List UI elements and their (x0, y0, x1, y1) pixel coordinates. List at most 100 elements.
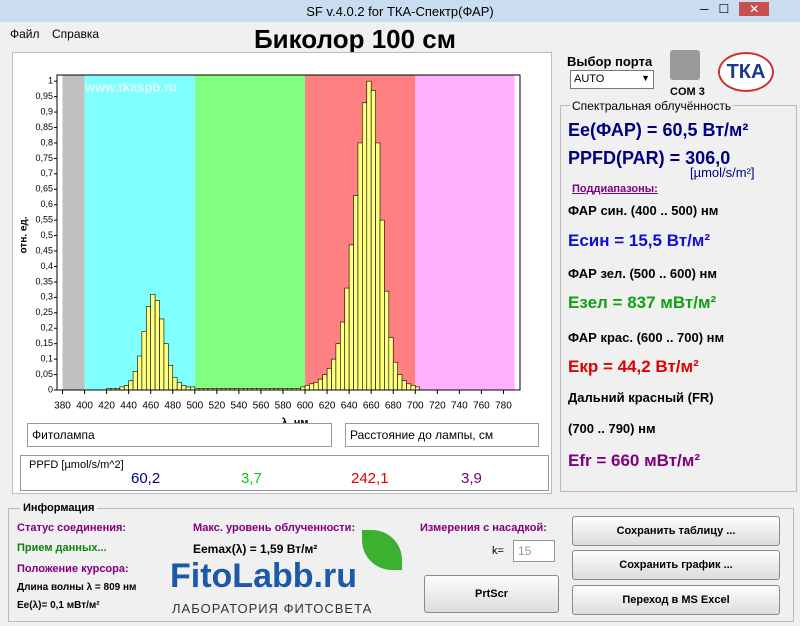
save-table-text: Сохранить таблицу ... (616, 525, 736, 537)
bar (392, 361, 398, 391)
bar (181, 385, 187, 391)
bar (128, 380, 134, 391)
irradiance-title: Спектральная облучённость (570, 99, 734, 113)
y-tick-label: 0,85 (35, 122, 53, 132)
bar (172, 377, 178, 391)
x-tick-label: 560 (253, 401, 270, 412)
x-tick-label: 660 (363, 401, 380, 412)
bar (137, 355, 143, 391)
bar (176, 381, 182, 391)
ppfd-unit: [µmol/s/m²] (690, 165, 755, 180)
ee-par: Ee(ФАР) = 60,5 Вт/м² (568, 120, 749, 140)
com-label: COM 3 (670, 86, 705, 98)
y-tick-label: 0,15 (35, 338, 53, 348)
distance-input[interactable]: Расстояние до лампы, см (345, 423, 539, 447)
x-tick-label: 480 (164, 401, 181, 412)
prtscr-button[interactable]: PrtScr (424, 575, 559, 613)
bar (401, 380, 407, 391)
chart: www.tkaspb.ru 0 0,05 0,1 0,15 0,2 0,25 0,3 0,35 0… (19, 74, 521, 429)
x-tick-label: 780 (495, 401, 512, 412)
y-tick-label: 1 (48, 76, 53, 86)
status: Прием данных... (17, 542, 107, 554)
x-tick-label: 500 (186, 401, 203, 412)
bar (375, 142, 381, 391)
menu-help[interactable]: Справка (52, 27, 100, 41)
ppfd-fr: 3,9 (461, 470, 482, 487)
y-tick-label: 0,6 (40, 199, 53, 209)
bar (141, 331, 147, 391)
logo-tagline: ЛАБОРАТОРИЯ ФИТОСВЕТА (172, 601, 373, 616)
max-value: Eemax(λ) = 1,59 Вт/м² (193, 542, 318, 556)
title-bar: SF v.4.0.2 for ТКА-Спектр(ФАР) ─ ☐ ✕ (0, 0, 800, 22)
status-label: Статус соединения: (17, 522, 127, 534)
y-tick-label: 0,45 (35, 245, 53, 255)
y-tick-label: 0,05 (35, 369, 53, 379)
y-axis-label: отн. ед. (19, 216, 30, 253)
blue-label: ФАР син. (400 .. 500) нм (568, 203, 719, 218)
y-tick-label: 0,55 (35, 215, 53, 225)
bar (406, 383, 412, 391)
bar (132, 371, 138, 391)
bar (410, 385, 416, 391)
bar (331, 358, 337, 391)
port-label: Выбор порта (567, 54, 653, 69)
ppfd-par: PPFD(PAR) = 306,0 (568, 148, 731, 168)
y-tick-label: 0,35 (35, 276, 53, 286)
spectral-band (84, 75, 195, 390)
bar (362, 102, 368, 391)
bar (168, 364, 174, 391)
save-table-button[interactable]: Сохранить таблицу ... (572, 516, 780, 546)
x-tick-label: 740 (451, 401, 468, 412)
y-tick-label: 0,2 (40, 323, 53, 333)
k-label: k= (492, 545, 504, 557)
bar (145, 306, 152, 391)
bar (357, 142, 363, 391)
x-tick-label: 620 (319, 401, 336, 412)
window-controls[interactable]: ─ ☐ ✕ (700, 2, 790, 20)
nozzle-label: Измерения с насадкой: (420, 522, 547, 534)
cursor-wavelength: Длина волны λ = 809 нм (17, 582, 137, 593)
x-tick-label: 580 (275, 401, 292, 412)
bar (159, 318, 165, 391)
y-tick-label: 0,75 (35, 153, 53, 163)
bar (317, 378, 323, 391)
max-label: Макс. уровень облученности: (193, 522, 356, 534)
menu-file[interactable]: Файл (10, 27, 40, 41)
save-chart-text: Сохранить график ... (619, 559, 733, 571)
bar (366, 80, 372, 391)
spectral-band (62, 75, 85, 390)
x-tick-label: 460 (142, 401, 159, 412)
x-tick-label: 520 (209, 401, 226, 412)
y-tick-label: 0,7 (40, 168, 53, 178)
bar (154, 300, 160, 391)
red-label: ФАР крас. (600 .. 700) нм (568, 330, 725, 345)
spectral-band (194, 75, 306, 390)
bar (123, 385, 129, 391)
bar (379, 219, 385, 391)
y-tick-label: 0,4 (40, 261, 53, 271)
plot-frame (56, 74, 521, 391)
bar (313, 381, 319, 391)
excel-button[interactable]: Переход в MS Excel (572, 585, 780, 615)
excel-text: Переход в MS Excel (622, 594, 730, 606)
x-tick-label: 700 (407, 401, 424, 412)
y-tick-label: 0,8 (40, 137, 53, 147)
save-chart-button[interactable]: Сохранить график ... (572, 550, 780, 580)
x-tick-label: 420 (98, 401, 115, 412)
bar (348, 244, 354, 391)
ppfd-blue: 60,2 (131, 470, 161, 487)
blue-value: Есин = 15,5 Вт/м² (568, 231, 711, 250)
bar (340, 321, 346, 391)
tka-logo: ТКА (718, 52, 774, 92)
x-tick-label: 600 (297, 401, 314, 412)
x-tick-label: 380 (54, 401, 71, 412)
bar (309, 383, 315, 391)
port-select[interactable]: AUTO ▼ (570, 70, 654, 89)
bar (326, 368, 332, 391)
y-tick-label: 0,5 (40, 230, 53, 240)
ppfd-green: 3,7 (241, 470, 262, 487)
watermark: www.tkaspb.ru (84, 79, 177, 94)
info-title: Информация (20, 502, 98, 514)
k-input[interactable]: 15 (513, 540, 555, 562)
lamp-input[interactable]: Фитолампа (27, 423, 332, 447)
